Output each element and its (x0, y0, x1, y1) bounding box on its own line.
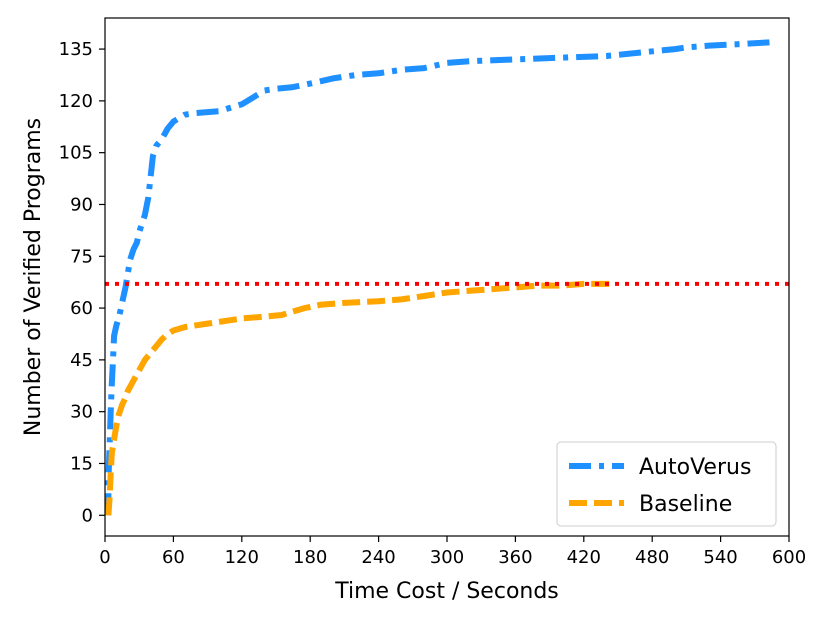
x-axis-label: Time Cost / Seconds (334, 579, 559, 604)
x-tick-label: 360 (498, 547, 532, 568)
x-tick-label: 60 (162, 547, 185, 568)
y-tick-label: 60 (70, 298, 93, 319)
y-tick-label: 135 (59, 39, 93, 60)
y-tick-label: 90 (70, 194, 93, 215)
series-layer (105, 39, 789, 516)
y-tick-label: 30 (70, 402, 93, 423)
y-tick-label: 0 (82, 505, 93, 526)
autoverus-legend-label: AutoVerus (639, 455, 751, 480)
x-tick-label: 480 (635, 547, 669, 568)
x-tick-label: 300 (430, 547, 464, 568)
legend: AutoVerus Baseline (556, 441, 777, 527)
y-axis-label: Number of Verified Programs (21, 118, 46, 436)
x-tick-label: 600 (772, 547, 806, 568)
x-tick-label: 540 (703, 547, 737, 568)
y-axis: 0 15 30 45 60 75 90 105 120 135 (59, 39, 105, 526)
y-tick-label: 120 (59, 91, 93, 112)
x-tick-label: 420 (567, 547, 601, 568)
x-tick-label: 120 (225, 547, 259, 568)
x-tick-label: 0 (99, 547, 110, 568)
y-tick-label: 75 (70, 246, 93, 267)
x-axis: 0 60 120 180 240 300 360 420 480 540 600 (99, 536, 806, 568)
autoverus-series-line (105, 39, 773, 516)
y-tick-label: 15 (70, 453, 93, 474)
baseline-legend-label: Baseline (639, 492, 732, 517)
y-tick-label: 105 (59, 143, 93, 164)
y-tick-label: 45 (70, 350, 93, 371)
x-tick-label: 240 (361, 547, 395, 568)
baseline-series-line (105, 280, 613, 516)
x-tick-label: 180 (293, 547, 327, 568)
